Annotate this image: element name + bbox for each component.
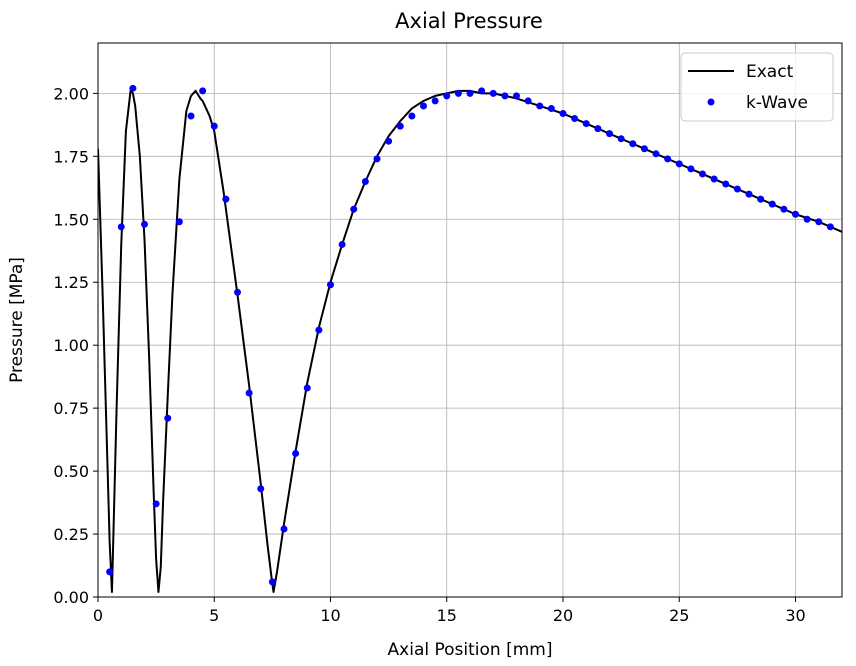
kwave-point bbox=[245, 389, 253, 397]
chart-title: Axial Pressure bbox=[395, 9, 543, 33]
kwave-point bbox=[640, 145, 648, 153]
kwave-point bbox=[594, 125, 602, 133]
kwave-point bbox=[501, 92, 509, 100]
kwave-point bbox=[547, 104, 555, 112]
kwave-point bbox=[582, 120, 590, 128]
kwave-point bbox=[443, 92, 451, 100]
kwave-point bbox=[175, 218, 183, 226]
kwave-point bbox=[536, 102, 544, 110]
y-tick-label: 1.75 bbox=[53, 147, 89, 166]
kwave-point bbox=[687, 165, 695, 173]
legend-exact-label: Exact bbox=[746, 62, 794, 82]
kwave-point bbox=[478, 87, 486, 95]
kwave-point bbox=[815, 218, 823, 226]
ticks: 0 5 10 15 20 25 30 0.00 0.25 0.50 0.75 1.00 1.25 1.50… bbox=[53, 84, 805, 625]
kwave-point bbox=[315, 326, 323, 334]
kwave-point bbox=[606, 130, 613, 138]
kwave-point bbox=[664, 155, 672, 163]
y-axis-label: Pressure [MPa] bbox=[7, 257, 27, 383]
y-tick-label: 0.50 bbox=[53, 462, 89, 481]
kwave-point bbox=[617, 135, 625, 143]
kwave-point bbox=[792, 210, 799, 218]
kwave-point bbox=[385, 137, 393, 145]
kwave-point bbox=[803, 215, 811, 223]
y-tick-label: 0.75 bbox=[53, 399, 89, 418]
kwave-point bbox=[106, 568, 114, 576]
plot-frame bbox=[97, 42, 843, 598]
kwave-point bbox=[268, 578, 276, 586]
y-tick-label: 0.25 bbox=[53, 525, 89, 544]
kwave-point bbox=[757, 195, 765, 203]
kwave-point bbox=[222, 195, 230, 203]
kwave-point bbox=[454, 89, 462, 97]
kwave-point bbox=[733, 185, 741, 193]
kwave-point bbox=[559, 110, 567, 118]
kwave-point bbox=[292, 449, 300, 457]
kwave-point bbox=[152, 500, 160, 508]
kwave-point bbox=[199, 87, 207, 95]
x-tick-label: 25 bbox=[669, 606, 689, 625]
kwave-point bbox=[338, 240, 346, 248]
y-tick-label: 2.00 bbox=[53, 84, 89, 103]
kwave-point bbox=[257, 485, 265, 493]
kwave-point bbox=[117, 223, 125, 231]
x-tick-label: 15 bbox=[437, 606, 457, 625]
kwave-point bbox=[234, 288, 241, 296]
kwave-point bbox=[571, 115, 579, 123]
legend: Exact k-Wave bbox=[680, 52, 834, 122]
kwave-point bbox=[187, 112, 195, 120]
x-tick-label: 0 bbox=[93, 606, 103, 625]
kwave-point bbox=[361, 178, 369, 185]
kwave-point bbox=[129, 84, 137, 92]
kwave-point bbox=[722, 180, 730, 188]
x-tick-label: 30 bbox=[785, 606, 805, 625]
kwave-point bbox=[431, 97, 439, 105]
kwave-point bbox=[164, 414, 172, 422]
kwave-point bbox=[373, 155, 381, 163]
kwave-point bbox=[768, 200, 776, 208]
kwave-point bbox=[210, 122, 218, 130]
kwave-point bbox=[350, 205, 358, 213]
kwave-point bbox=[780, 205, 788, 213]
kwave-point bbox=[652, 150, 660, 158]
kwave-point bbox=[710, 175, 718, 183]
kwave-point bbox=[420, 102, 427, 110]
y-tick-label: 1.00 bbox=[53, 336, 89, 355]
kwave-point bbox=[396, 122, 404, 130]
kwave-point bbox=[629, 140, 637, 148]
kwave-point bbox=[303, 384, 311, 392]
series-group bbox=[98, 84, 842, 593]
kwave-point bbox=[489, 89, 497, 97]
kwave-point bbox=[141, 220, 148, 228]
kwave-point bbox=[699, 170, 706, 178]
kwave-point bbox=[466, 89, 474, 97]
kwave-point bbox=[327, 281, 334, 289]
legend-kwave-swatch bbox=[707, 98, 715, 106]
x-axis-label: Axial Position [mm] bbox=[388, 640, 553, 660]
x-tick-label: 5 bbox=[209, 606, 219, 625]
y-tick-label: 0.00 bbox=[53, 588, 89, 607]
x-tick-label: 10 bbox=[320, 606, 340, 625]
y-tick-label: 1.25 bbox=[53, 273, 89, 292]
kwave-point bbox=[745, 190, 753, 198]
kwave-point bbox=[513, 92, 520, 100]
kwave-point bbox=[280, 525, 288, 533]
x-tick-label: 20 bbox=[553, 606, 573, 625]
kwave-point bbox=[524, 97, 532, 105]
kwave-point bbox=[675, 160, 683, 168]
kwave-point bbox=[826, 223, 834, 231]
y-tick-label: 1.50 bbox=[53, 210, 89, 229]
legend-kwave-label: k-Wave bbox=[746, 93, 808, 113]
kwave-point bbox=[408, 112, 416, 120]
